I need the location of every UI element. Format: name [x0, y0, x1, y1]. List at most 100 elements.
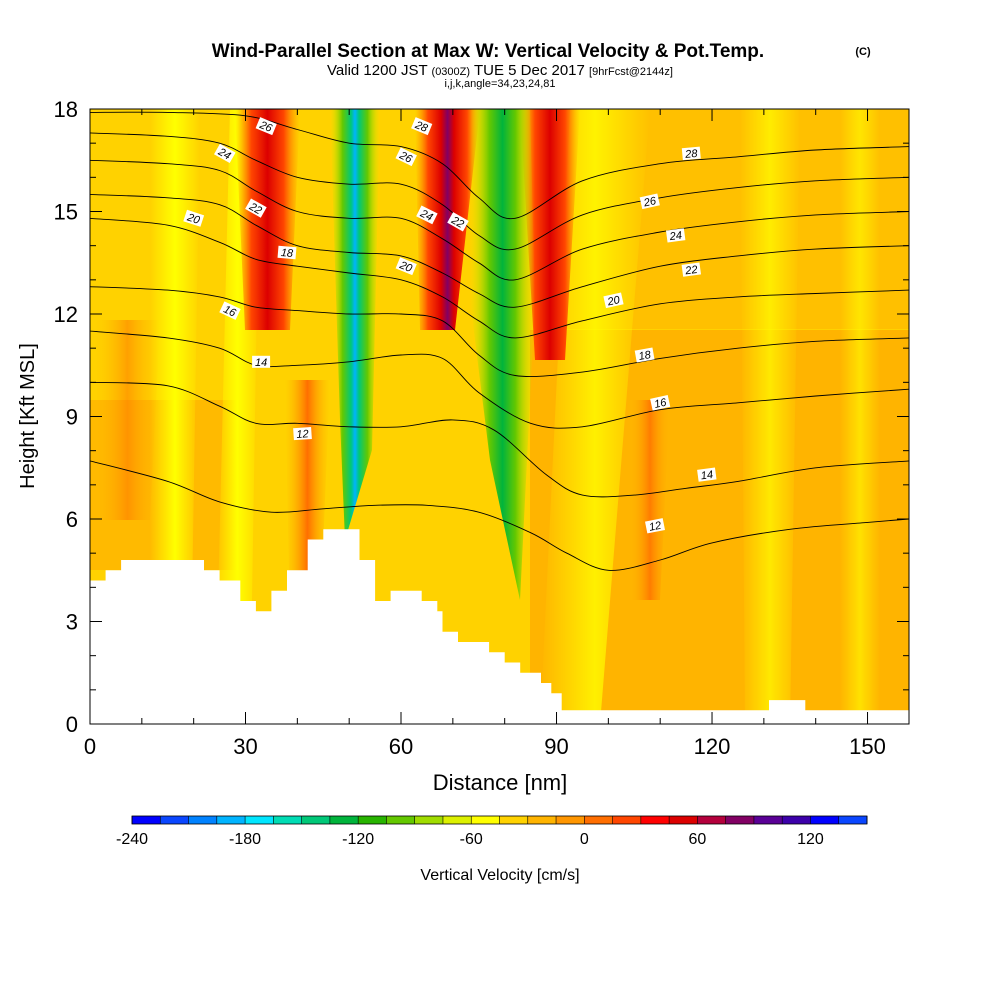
- y-tick-label: 3: [66, 610, 78, 635]
- theta-contour-20: [90, 217, 909, 339]
- theta-contour-label-text: 22: [684, 264, 699, 278]
- theta-contour-label-text: 20: [397, 259, 415, 275]
- colorbar-swatch: [753, 816, 783, 824]
- y-tick-label: 18: [54, 97, 78, 122]
- velocity-orange-band-3: [95, 320, 160, 520]
- colorbar-swatch: [782, 816, 811, 824]
- theta-contour-24: [90, 159, 909, 281]
- colorbar-swatch: [132, 816, 161, 824]
- theta-contour-14: [90, 381, 909, 498]
- subtitle-date: TUE 5 Dec 2017: [474, 62, 585, 79]
- velocity-updraft-band-2: [415, 109, 480, 330]
- theta-contour-12: [90, 460, 909, 571]
- colorbar-tick-label: -60: [460, 831, 483, 848]
- colorbar: -240 -180 -120 -60 0 60 120: [116, 815, 868, 848]
- colorbar-swatch: [527, 816, 557, 824]
- colorbar-swatch: [669, 816, 698, 824]
- colorbar-swatch: [216, 816, 246, 824]
- theta-contour-label: 22: [245, 198, 267, 218]
- colorbar-swatch: [414, 816, 444, 824]
- chart-subtitle: Valid 1200 JST (0300Z) TUE 5 Dec 2017 [9…: [327, 62, 673, 79]
- theta-contour-label-text: 26: [397, 149, 415, 166]
- theta-contour-label: 14: [252, 355, 271, 369]
- colorbar-swatch: [329, 816, 359, 824]
- colorbar-swatch: [245, 816, 274, 824]
- theta-contour-label: 16: [219, 301, 241, 320]
- theta-contour-label-text: 12: [648, 520, 662, 534]
- x-tick-label: 150: [849, 734, 886, 759]
- colorbar-swatch: [471, 816, 500, 824]
- colorbar-swatch: [499, 816, 529, 824]
- copyright-mark: (C): [855, 46, 871, 58]
- theta-contour-label-text: 24: [417, 207, 434, 224]
- theta-contour-label: 16: [650, 395, 671, 411]
- theta-contour-label: 22: [681, 262, 702, 278]
- x-tick-label: 30: [233, 734, 257, 759]
- theta-contour-label: 18: [277, 245, 297, 260]
- velocity-downdraft-band-2: [470, 109, 535, 600]
- colorbar-swatch: [838, 816, 868, 824]
- theta-contour-label: 24: [416, 205, 438, 225]
- y-tick-label: 15: [54, 200, 78, 225]
- theta-contour-label: 18: [634, 347, 655, 363]
- x-tick-label: 120: [694, 734, 731, 759]
- colorbar-swatch: [386, 816, 416, 824]
- y-tick-label: 0: [66, 712, 78, 737]
- subtitle-utc: (0300Z): [432, 66, 471, 78]
- colorbar-swatch: [358, 816, 387, 824]
- theta-contour-label-text: 24: [668, 230, 683, 244]
- theta-contour-label-text: 12: [296, 428, 309, 441]
- theta-contour-26: [90, 132, 909, 251]
- colorbar-swatch: [612, 816, 642, 824]
- theta-contour-label: 22: [447, 212, 469, 232]
- x-tick-label: 0: [84, 734, 96, 759]
- subtitle-indices: i,j,k,angle=34,23,24,81: [444, 78, 555, 90]
- colorbar-tick-label: 0: [580, 831, 589, 848]
- colorbar-tick-label: 60: [688, 831, 706, 848]
- colorbar-swatch: [584, 816, 613, 824]
- y-tick-label: 9: [66, 405, 78, 430]
- x-axis-label: Distance [nm]: [433, 770, 568, 795]
- x-tick-label: 90: [544, 734, 568, 759]
- theta-contour-label-text: 26: [257, 119, 275, 135]
- colorbar-tick-label: -240: [116, 831, 148, 848]
- theta-contour-label-text: 18: [280, 247, 294, 260]
- colorbar-swatch: [810, 816, 840, 824]
- velocity-yellow-band-5: [840, 109, 880, 724]
- velocity-yellow-band-4: [740, 109, 800, 724]
- theta-contour-label: 14: [697, 467, 717, 482]
- theta-contour-label: 28: [681, 146, 701, 161]
- theta-contour-label: 20: [395, 257, 417, 275]
- theta-contour-label: 12: [293, 427, 312, 441]
- theta-contour-18: [90, 286, 909, 377]
- colorbar-swatch: [556, 816, 585, 824]
- y-axis-label: Height [Kft MSL]: [17, 343, 39, 489]
- subtitle-forecast: [9hrFcst@2144z]: [589, 66, 673, 78]
- colorbar-swatch: [640, 816, 670, 824]
- chart-title: Wind-Parallel Section at Max W: Vertical…: [212, 41, 764, 62]
- theta-contour-label-text: 16: [221, 303, 238, 319]
- theta-contour-16: [90, 330, 909, 429]
- x-tick-label: 60: [389, 734, 413, 759]
- theta-contour-label: 26: [639, 193, 660, 210]
- theta-contour-label-text: 16: [653, 396, 668, 411]
- theta-contour-label: 20: [183, 209, 205, 227]
- plot-area: 12 12 14 14 16 16 18 18 20 20 20 22 22 22 24 24 24 26 26 26…: [90, 109, 909, 724]
- colorbar-label: Vertical Velocity [cm/s]: [420, 867, 579, 884]
- theta-contour-label-text: 14: [255, 357, 267, 369]
- theta-contour-label-text: 22: [448, 214, 465, 231]
- velocity-updraft-band-1: [235, 109, 300, 330]
- colorbar-swatch: [301, 816, 331, 824]
- colorbar-tick-label: -180: [229, 831, 261, 848]
- colorbar-swatch: [160, 816, 189, 824]
- theta-contour-label: 20: [603, 292, 624, 309]
- theta-contour-label-text: 24: [215, 146, 232, 163]
- y-tick-label: 6: [66, 507, 78, 532]
- theta-contour-label-text: 20: [605, 294, 621, 309]
- colorbar-tick-label: 120: [797, 831, 824, 848]
- theta-contour-label: 24: [214, 143, 236, 164]
- colorbar-swatch: [273, 816, 303, 824]
- colorbar-swatch: [697, 816, 727, 824]
- colorbar-swatch: [725, 816, 755, 824]
